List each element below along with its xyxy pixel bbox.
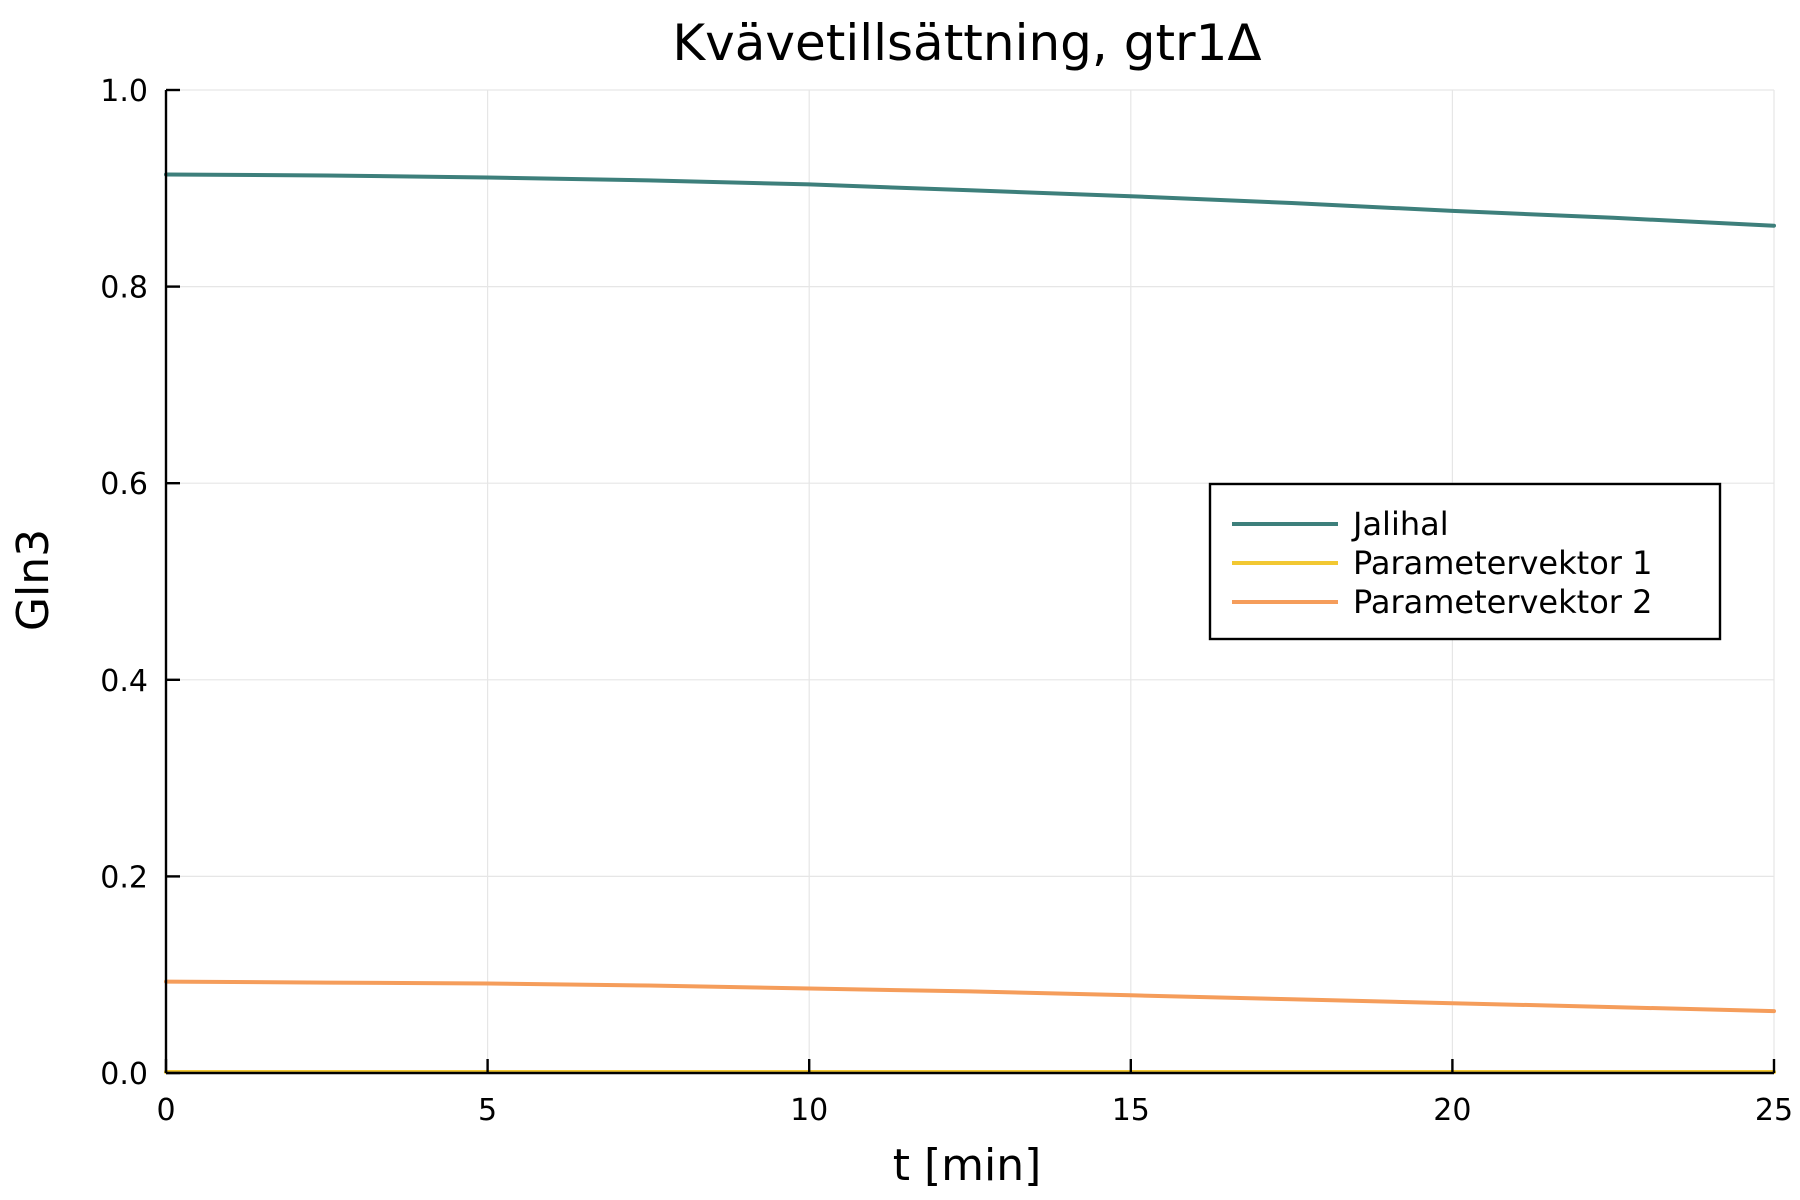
y-tick-label: 1.0 xyxy=(100,74,148,109)
y-tick-label: 0.6 xyxy=(100,467,148,502)
chart-title: Kvävetillsättning, gtr1Δ xyxy=(672,14,1261,72)
series-line-1 xyxy=(164,172,1776,228)
y-tick-label: 0.4 xyxy=(100,664,148,699)
x-axis-ticks: 0 5 10 15 20 25 xyxy=(156,1059,1793,1128)
y-tick-label: 0.8 xyxy=(100,271,148,306)
x-tick-label: 15 xyxy=(1112,1093,1150,1128)
legend-label-1: Jalihal xyxy=(1351,505,1449,543)
x-tick-label: 5 xyxy=(478,1093,497,1128)
legend-label-2: Parametervektor 1 xyxy=(1353,544,1652,582)
x-tick-label: 0 xyxy=(156,1093,175,1128)
x-tick-label: 25 xyxy=(1755,1093,1793,1128)
legend-label-3: Parametervektor 2 xyxy=(1353,583,1652,621)
y-axis-title: Gln3 xyxy=(8,529,59,631)
x-tick-label: 10 xyxy=(790,1093,828,1128)
series-line-3 xyxy=(164,979,1776,1014)
y-tick-label: 0.2 xyxy=(100,860,148,895)
y-axis-ticks: 0.0 0.2 0.4 0.6 0.8 1.0 xyxy=(100,74,180,1092)
x-tick-label: 20 xyxy=(1433,1093,1471,1128)
x-axis-title: t [min] xyxy=(893,1140,1042,1191)
y-tick-label: 0.0 xyxy=(100,1057,148,1092)
